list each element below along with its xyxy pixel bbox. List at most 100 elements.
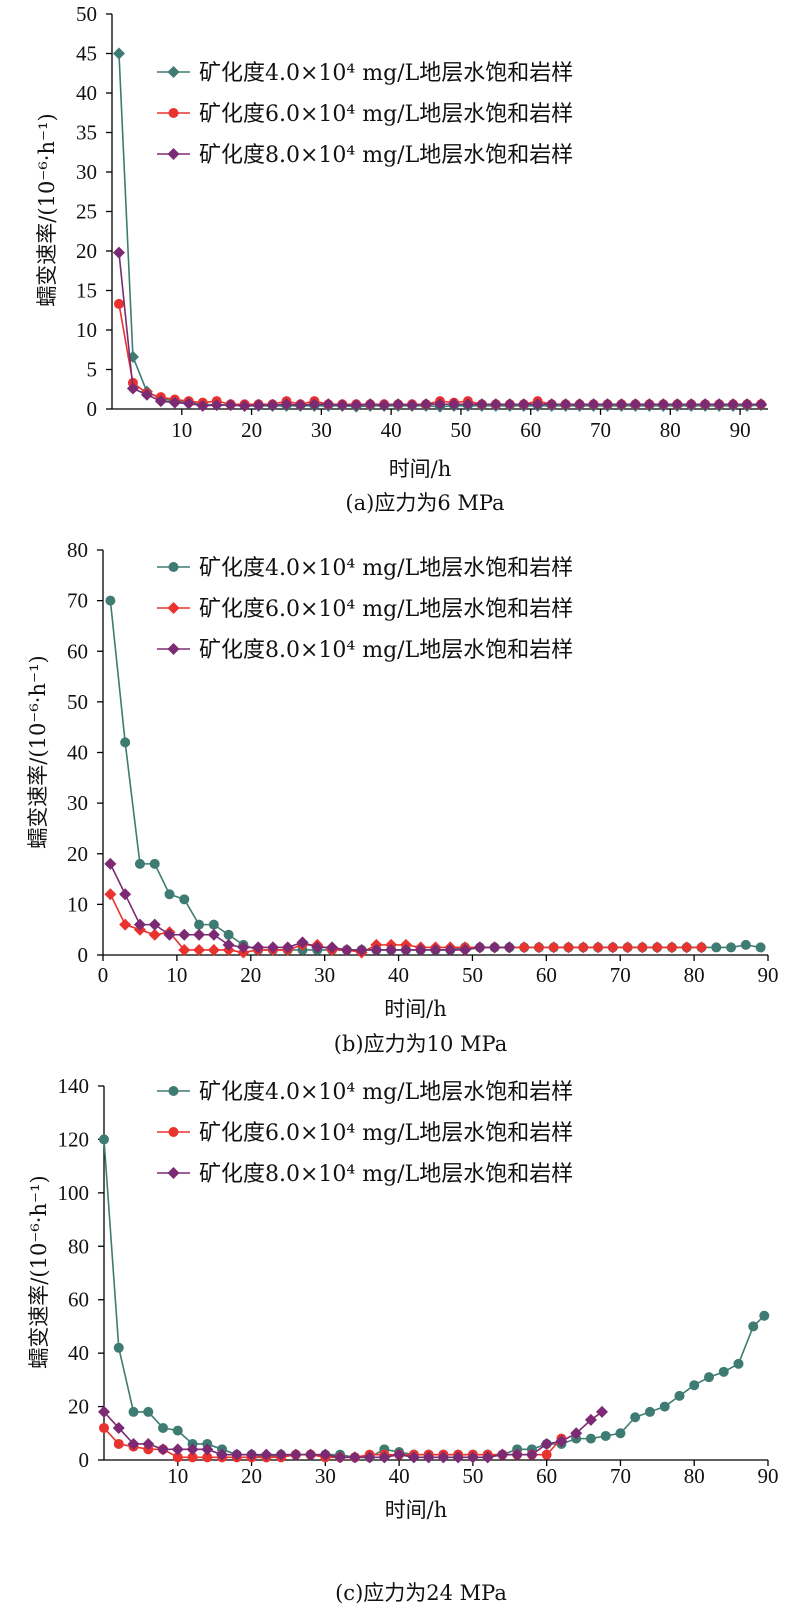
y-tick-label: 30 — [67, 791, 88, 815]
data-point — [194, 919, 205, 930]
data-point — [592, 941, 605, 954]
data-point — [615, 398, 628, 411]
legend-entry: 矿化度4.0×10⁴ mg/L地层水饱和岩样 — [199, 1080, 573, 1105]
y-tick-label: 20 — [67, 842, 88, 866]
x-tick-label: 50 — [462, 963, 483, 987]
data-point — [584, 1413, 597, 1426]
data-point — [154, 395, 167, 408]
series-line — [109, 863, 510, 951]
data-point — [489, 398, 502, 411]
x-tick-label: 40 — [389, 1464, 410, 1488]
data-point — [363, 1451, 376, 1464]
x-tick-label: 80 — [660, 418, 681, 442]
data-point — [503, 941, 516, 954]
data-point — [172, 1452, 183, 1463]
x-tick-label: 10 — [171, 418, 192, 442]
legend-entry: 矿化度4.0×10⁴ mg/L地层水饱和岩样 — [199, 556, 573, 581]
legend-entry: 矿化度8.0×10⁴ mg/L地层水饱和岩样 — [199, 638, 573, 663]
data-point — [289, 1448, 302, 1461]
data-point — [245, 1448, 258, 1461]
data-point — [308, 398, 321, 411]
data-point — [496, 1448, 509, 1461]
data-point — [304, 1448, 317, 1461]
data-point — [378, 399, 391, 412]
y-axis-label: 蠕变速率/(10⁻⁶·h⁻¹) — [26, 655, 50, 848]
data-point — [718, 1366, 729, 1377]
data-point — [163, 928, 176, 941]
data-point — [452, 1451, 465, 1464]
data-point — [596, 1405, 608, 1418]
data-point — [475, 398, 488, 411]
data-point — [134, 858, 145, 869]
x-tick-label: 80 — [684, 963, 705, 987]
data-point — [348, 1451, 361, 1464]
data-point — [237, 941, 250, 954]
data-point — [713, 398, 726, 411]
data-point — [224, 399, 237, 412]
data-point — [665, 941, 678, 954]
x-tick-label: 40 — [381, 418, 402, 442]
x-axis-label: 时间/h — [384, 997, 447, 1021]
data-point — [99, 1134, 109, 1145]
x-tick-label: 70 — [590, 418, 611, 442]
data-point — [252, 941, 265, 954]
data-point — [570, 1427, 583, 1440]
x-tick-label: 90 — [758, 963, 779, 987]
data-point — [674, 1390, 685, 1401]
data-point — [629, 398, 642, 411]
data-point — [216, 1448, 229, 1461]
series-3 — [104, 857, 516, 956]
y-tick-label: 80 — [68, 1234, 89, 1258]
legend-entry: 矿化度4.0×10⁴ mg/L地层水饱和岩样 — [199, 61, 573, 86]
chart-panel-2: 0 10 20 30 40 50 60 70 80 0 10 20 30 40 50 60 70 80 90 时间/h… — [26, 538, 779, 1056]
data-point — [119, 888, 132, 901]
data-point — [334, 1451, 347, 1464]
data-point — [393, 1448, 406, 1461]
x-tick-label: 20 — [241, 418, 262, 442]
data-point — [172, 1425, 183, 1436]
data-point — [699, 398, 712, 411]
y-tick-label: 40 — [67, 741, 88, 765]
legend-marker — [168, 1086, 179, 1096]
data-point — [573, 398, 586, 411]
y-tick-label: 80 — [67, 538, 88, 562]
data-point — [182, 397, 195, 410]
x-tick-label: 30 — [314, 963, 335, 987]
y-tick-label: 45 — [76, 42, 97, 66]
data-point — [466, 1451, 479, 1464]
data-point — [481, 1451, 494, 1464]
data-point — [461, 398, 474, 411]
series-3 — [98, 1405, 608, 1464]
y-tick-label: 20 — [68, 1395, 89, 1419]
data-point — [444, 943, 457, 956]
y-tick-label: 60 — [67, 639, 88, 663]
data-point — [547, 941, 560, 954]
data-point — [407, 1451, 420, 1464]
legend-entry: 矿化度6.0×10⁴ mg/L地层水饱和岩样 — [199, 597, 573, 622]
data-point — [540, 1437, 553, 1450]
data-point — [140, 388, 153, 401]
y-tick-label: 25 — [76, 200, 97, 224]
data-point — [142, 1437, 155, 1450]
data-point — [113, 1438, 124, 1449]
data-point — [113, 298, 124, 309]
data-point — [171, 1443, 184, 1456]
legend-marker — [167, 602, 180, 614]
data-point — [178, 943, 191, 956]
data-point — [128, 1406, 139, 1417]
data-point — [545, 398, 558, 411]
data-point — [148, 928, 161, 941]
y-tick-label: 15 — [76, 279, 97, 303]
x-tick-label: 60 — [536, 963, 557, 987]
legend-entry: 矿化度6.0×10⁴ mg/L地层水饱和岩样 — [199, 1121, 573, 1146]
data-point — [355, 943, 368, 956]
data-point — [311, 941, 324, 954]
data-point — [112, 1421, 125, 1434]
data-point — [350, 399, 363, 412]
data-point — [260, 1448, 273, 1461]
data-point — [671, 398, 684, 411]
data-point — [630, 1412, 641, 1423]
data-point — [99, 1422, 109, 1433]
data-point — [601, 398, 614, 411]
x-tick-label: 30 — [311, 418, 332, 442]
